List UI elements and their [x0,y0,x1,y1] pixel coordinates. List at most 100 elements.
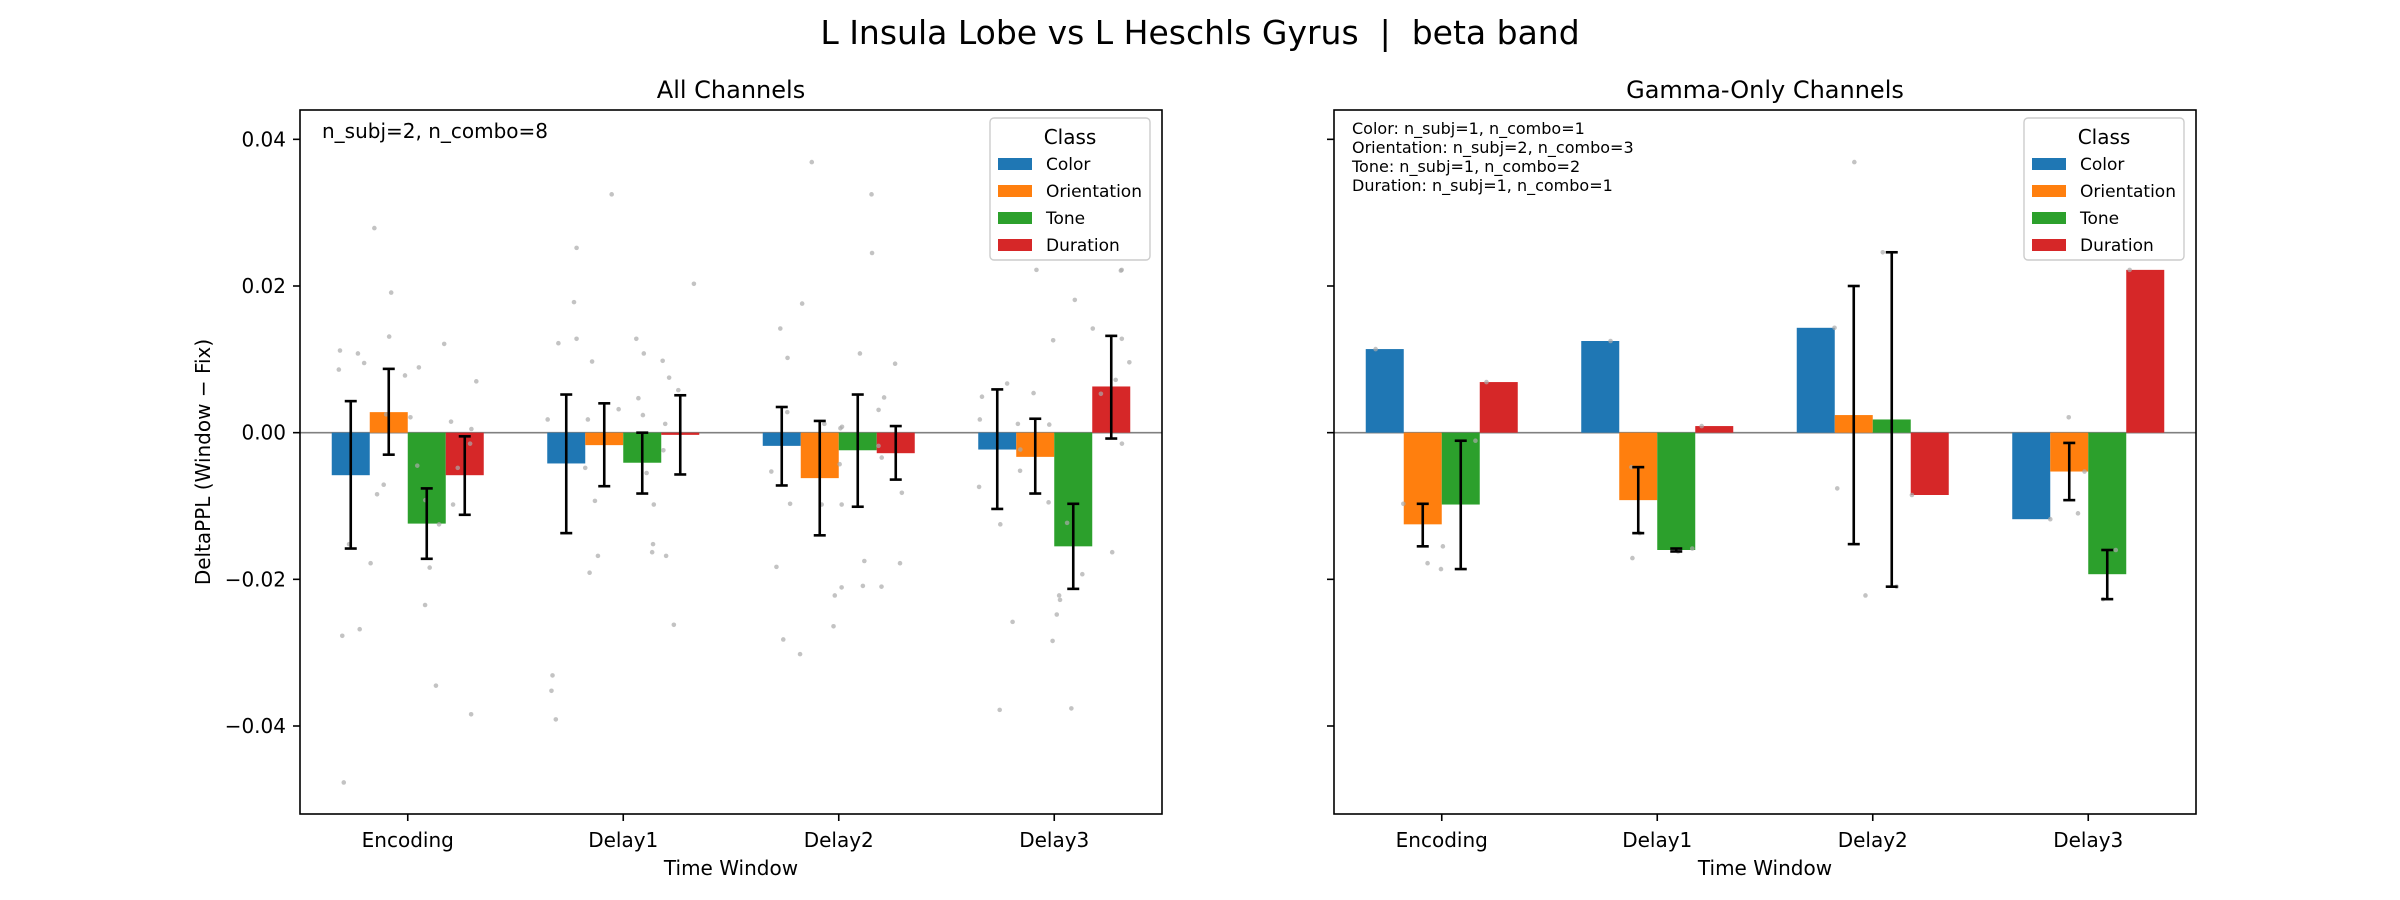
data-point [416,365,422,370]
chart-panel-2: Encoding Delay1 Delay2 Delay3 Gamma-Only Cha… [1327,76,2197,880]
data-point [822,421,827,427]
data-point [774,564,779,570]
y-tick-label: 0.02 [241,274,286,298]
data-point [997,707,1002,713]
data-point [550,673,555,678]
data-point [831,623,836,629]
data-point [469,426,474,432]
x-tick-label: Delay2 [1838,828,1908,852]
legend-title: Class [1044,125,1097,149]
data-point [1473,438,1478,444]
data-point [1127,359,1132,365]
data-point [1054,612,1060,617]
error-bar [2101,548,2114,601]
data-point [780,637,786,642]
bar-duration-delay3 [2126,269,2165,433]
data-point [651,502,657,507]
error-bar [889,424,902,481]
data-point [769,469,774,474]
data-point [408,414,413,420]
bar-color-delay2 [1796,327,1835,433]
data-point [1425,560,1430,566]
data-point [869,192,874,197]
data-point [976,484,982,490]
bar-color-delay1 [1581,341,1620,433]
data-point [1880,249,1886,255]
legend-label: Tone [1045,209,1085,229]
error-bar [775,405,788,487]
legend-swatch-tone [998,212,1032,224]
data-point [1057,597,1063,603]
data-point [1034,267,1039,273]
data-point [899,490,905,496]
data-point [837,461,842,467]
data-point [383,412,389,417]
data-point [977,417,983,422]
legend-title: Class [2078,125,2131,149]
data-point [587,570,592,576]
legend-label: Orientation [2080,182,2176,202]
data-point [1018,447,1023,452]
data-point [1090,326,1096,331]
data-point [1010,619,1015,625]
data-point [473,379,479,384]
legend-swatch-color [998,158,1032,170]
data-point [1438,566,1444,572]
legend-swatch-color [2032,158,2066,170]
data-point [787,501,793,507]
data-point [582,465,588,471]
data-point [881,395,887,400]
error-bar [2063,441,2076,502]
figure-suptitle: L Insula Lobe vs L Heschls Gyrus | beta … [820,13,1579,52]
error-bar [560,393,573,535]
data-point [666,375,672,380]
data-point [2082,469,2087,474]
legend-label: Duration [2080,236,2154,256]
data-point [1098,391,1104,397]
error-bar [1454,439,1467,571]
data-point [1630,555,1635,561]
data-point [1069,706,1074,711]
data-point [691,281,697,287]
error-bar [991,388,1004,511]
data-point [1056,593,1062,598]
data-point [640,412,646,418]
data-point [2047,516,2053,522]
data-point [1440,544,1446,549]
error-bar [674,393,687,476]
data-point [876,407,881,413]
x-tick-label: Delay3 [2053,828,2123,852]
data-point [1072,297,1078,303]
y-axis-label: DeltaPPL (Window − Fix) [191,339,215,585]
data-point [592,498,598,504]
legend-frame [989,117,1151,261]
error-bar [1885,250,1898,588]
data-point [644,470,649,476]
data-point [1484,379,1489,385]
data-point [860,583,866,589]
data-point [879,455,885,460]
annotation-text: n_subj=2, n_combo=8 [322,119,548,143]
data-point [336,367,342,372]
data-point [839,585,844,590]
data-point [879,584,884,589]
data-point [553,717,559,722]
data-point [634,336,639,342]
error-bar [1632,465,1645,535]
data-point [1050,638,1055,644]
data-point [2075,511,2081,516]
data-point [414,463,420,468]
x-tick-label: Encoding [1396,828,1488,852]
bar-color-encoding [1365,349,1404,433]
data-point [1109,549,1115,555]
data-point [979,394,985,400]
data-point [402,373,408,378]
data-point [2127,267,2132,273]
data-point [785,355,790,361]
data-point [450,502,456,507]
error-bar [636,431,649,495]
legend-label: Tone [2079,209,2119,229]
data-point [337,348,343,353]
y-tick-label: −0.04 [225,714,286,738]
